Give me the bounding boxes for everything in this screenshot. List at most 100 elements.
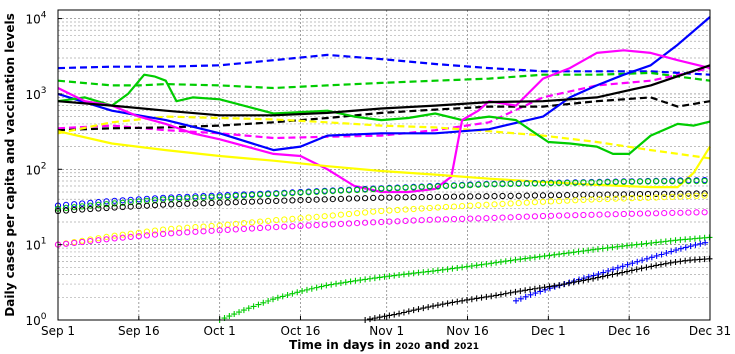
series-point (585, 276, 592, 283)
series-point (410, 194, 417, 201)
series-point (596, 211, 603, 218)
series-point (405, 308, 412, 315)
series-point (564, 192, 571, 199)
series-point (575, 278, 582, 285)
series-point (240, 220, 247, 227)
series-point (410, 217, 417, 224)
series-point (103, 198, 110, 205)
series-point (434, 183, 441, 190)
series-point (255, 301, 262, 308)
x-axis-label-and: and (420, 338, 454, 352)
series-point (661, 190, 668, 197)
x-tick-label: Nov 16 (446, 324, 489, 338)
series-point (396, 271, 403, 278)
series-point (596, 179, 603, 186)
series-point (610, 266, 617, 273)
series-point (240, 198, 247, 205)
series-point (329, 212, 336, 219)
x-tick-label: Oct 16 (281, 324, 321, 338)
series-point (119, 203, 126, 211)
series-point (352, 277, 359, 284)
series-point (531, 192, 539, 199)
series-point (184, 229, 191, 236)
series-point (265, 224, 272, 231)
series-point (541, 284, 548, 291)
series-point (556, 192, 563, 199)
series-point (111, 232, 118, 239)
series-point (669, 209, 676, 216)
series-point (491, 201, 498, 208)
series-point (661, 178, 668, 185)
series-point (378, 218, 385, 226)
series-point (160, 194, 167, 201)
series-point (289, 290, 296, 297)
series-point (491, 214, 498, 221)
series-point (677, 209, 684, 216)
series-point (546, 252, 553, 259)
series-point (337, 195, 344, 202)
series-point (430, 303, 437, 310)
series-point (224, 199, 231, 206)
series-0 (57, 53, 711, 76)
series-point (257, 218, 264, 225)
series-point (425, 304, 432, 311)
series-point (216, 193, 223, 200)
y-tick-label: 103 (25, 86, 46, 102)
series-point (644, 210, 652, 217)
series-point (400, 309, 407, 316)
series-point (475, 202, 482, 209)
series-point (366, 316, 373, 323)
series-point (303, 286, 310, 293)
series-point (556, 282, 563, 289)
series-point (95, 199, 102, 206)
x-axis: Sep 1 Sep 16 Oct 1 Oct 16 Nov 1 Nov 16 Dec 1 De… (41, 316, 731, 338)
series-point (71, 239, 78, 246)
series-point (643, 264, 650, 271)
series-point (609, 271, 616, 278)
series-point (79, 206, 86, 213)
series-point (313, 196, 320, 203)
series-point (143, 202, 150, 209)
series-point (143, 195, 150, 202)
series-point (305, 196, 312, 203)
series-point (693, 209, 700, 216)
series-point (281, 223, 288, 230)
series-point (402, 206, 409, 213)
series-point (321, 213, 328, 220)
series-point (517, 256, 524, 263)
series-point (648, 263, 655, 270)
series-point (701, 190, 708, 197)
series-point (531, 254, 538, 261)
series-point (95, 205, 102, 212)
series-point (643, 255, 650, 262)
series-line (57, 64, 711, 117)
series-point (488, 293, 495, 300)
series-point (279, 293, 286, 300)
series-point (257, 191, 264, 198)
series-point (653, 190, 660, 197)
series-point (135, 233, 142, 240)
series-point (564, 197, 571, 204)
series-point (176, 229, 183, 236)
series-point (370, 186, 377, 193)
series-point (184, 224, 191, 231)
x-tick-label: Dec 16 (608, 324, 650, 338)
series-point (257, 198, 264, 205)
series-11 (54, 177, 708, 212)
series-point (366, 275, 373, 282)
series-point (378, 207, 385, 215)
series-point (297, 189, 304, 196)
series-point (536, 253, 543, 260)
series-point (669, 178, 676, 185)
series-point (143, 228, 150, 235)
series-point (248, 225, 256, 232)
series-point (342, 279, 349, 286)
series-line (57, 16, 711, 152)
series-point (103, 236, 110, 243)
series-point (692, 241, 699, 248)
series-point (565, 280, 572, 287)
series-point (580, 196, 587, 203)
series-point (184, 200, 191, 207)
series-point (111, 235, 118, 242)
series-point (588, 196, 595, 203)
